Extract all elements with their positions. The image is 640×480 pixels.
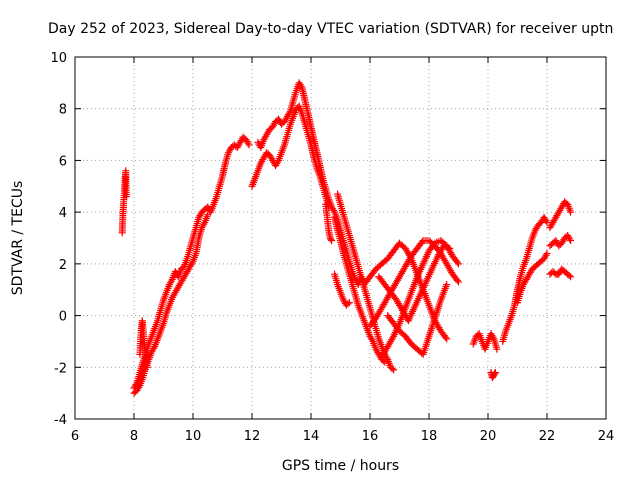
data-point-marker <box>204 211 212 219</box>
plot-frame <box>74 56 607 420</box>
x-tick-label: 20 <box>480 429 497 444</box>
y-tick-label: 8 <box>59 103 67 118</box>
data-point-marker <box>200 220 208 228</box>
x-axis-label: GPS time / hours <box>282 458 399 474</box>
data-point-marker <box>188 259 196 267</box>
y-tick-label: 0 <box>59 310 67 325</box>
y-tick-label: -4 <box>54 413 67 428</box>
data-point-marker <box>543 250 551 258</box>
data-point-marker <box>567 237 575 245</box>
data-point-marker <box>565 271 573 279</box>
data-point-marker <box>493 345 501 353</box>
data-points <box>118 79 575 397</box>
data-point-marker <box>443 335 451 343</box>
data-point-marker <box>345 299 353 307</box>
data-point-marker <box>383 354 391 362</box>
y-axis-ticks: -4 -2 0 2 4 6 8 10 <box>50 51 606 428</box>
x-tick-label: 10 <box>185 429 202 444</box>
x-tick-label: 8 <box>130 429 138 444</box>
data-point-marker <box>330 206 338 214</box>
data-point-marker <box>455 278 462 286</box>
data-point-marker <box>453 258 461 266</box>
y-tick-label: 4 <box>59 206 67 221</box>
data-point-marker <box>244 139 252 147</box>
y-tick-label: -2 <box>54 361 67 376</box>
data-point-marker <box>491 370 499 378</box>
data-point-marker <box>567 208 575 216</box>
x-tick-label: 14 <box>303 429 320 444</box>
data-point-marker <box>297 82 305 90</box>
y-tick-label: 10 <box>50 51 67 66</box>
data-point-marker <box>389 334 397 342</box>
data-point-marker <box>542 217 550 225</box>
x-tick-label: 24 <box>598 429 615 444</box>
x-tick-label: 22 <box>539 429 556 444</box>
data-point-marker <box>567 273 575 281</box>
data-point-marker <box>566 235 574 243</box>
data-point-marker <box>245 141 253 149</box>
data-point-marker <box>491 368 499 376</box>
data-point-marker <box>167 277 175 285</box>
x-axis-ticks: 6 8 10 12 14 16 18 20 22 24 <box>71 57 614 444</box>
data-point-marker <box>442 333 450 341</box>
data-point-marker <box>418 238 426 246</box>
x-tick-label: 12 <box>244 429 261 444</box>
x-tick-label: 18 <box>421 429 438 444</box>
data-point-marker <box>390 366 398 374</box>
data-point-marker <box>328 237 336 245</box>
data-point-marker <box>344 300 352 308</box>
chart-title: Day 252 of 2023, Sidereal Day-to-day VTE… <box>48 21 613 37</box>
data-point-marker <box>381 358 389 366</box>
data-point-marker <box>455 260 462 268</box>
data-point-marker <box>388 365 396 373</box>
y-tick-label: 2 <box>59 258 67 273</box>
data-point-marker <box>446 244 454 252</box>
data-point-marker <box>327 235 335 243</box>
data-point-marker <box>143 363 151 371</box>
data-point-marker <box>274 158 282 166</box>
x-tick-label: 16 <box>362 429 379 444</box>
data-point-marker <box>453 276 461 284</box>
data-point-marker <box>443 281 451 289</box>
data-point-marker <box>489 333 497 341</box>
y-tick-label: 6 <box>59 154 67 169</box>
data-point-marker <box>135 383 143 391</box>
x-tick-label: 6 <box>71 429 79 444</box>
y-axis-label: SDTVAR / TECUs <box>10 181 26 296</box>
data-point-marker <box>150 344 158 352</box>
data-point-marker <box>368 336 376 344</box>
data-point-marker <box>122 193 130 201</box>
data-point-marker <box>543 218 551 226</box>
data-point-marker <box>542 251 550 259</box>
